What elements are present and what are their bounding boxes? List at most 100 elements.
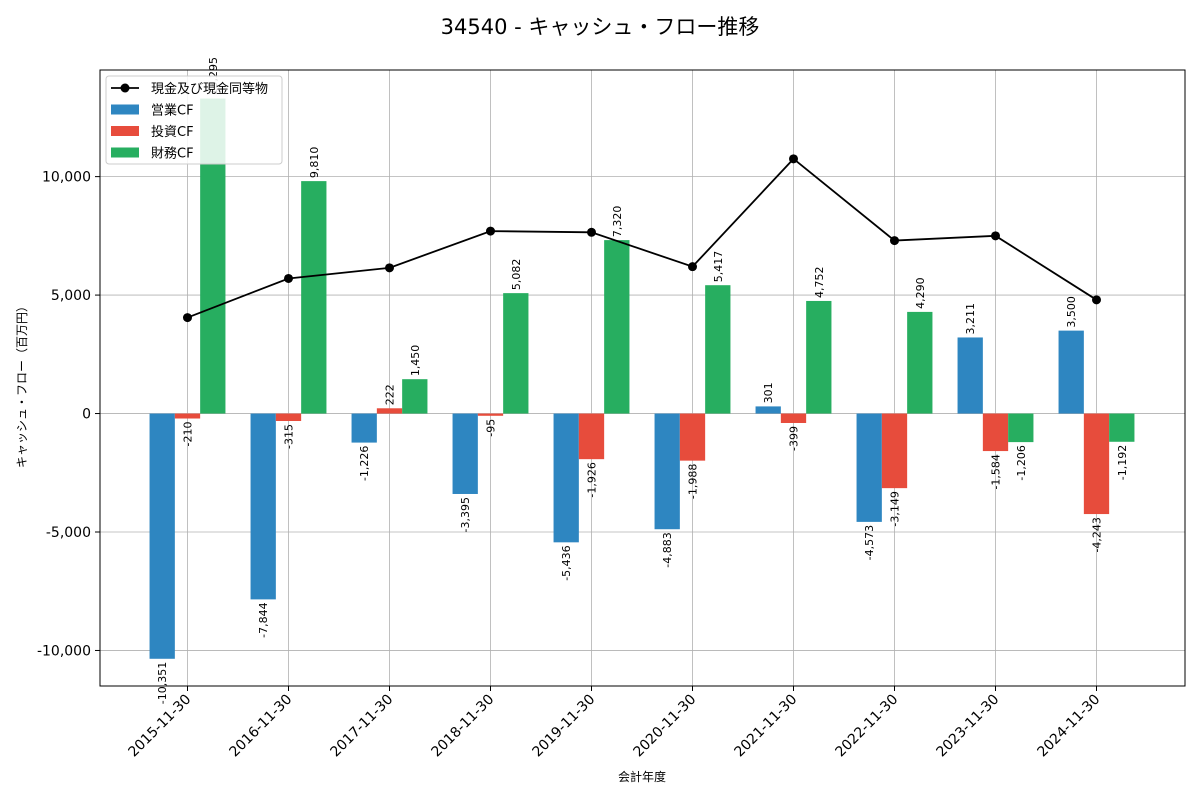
- bar-value-label: 9,810: [308, 147, 321, 179]
- cash-line-point: [789, 154, 798, 164]
- bar-value-label: 5,082: [510, 259, 523, 291]
- bar-営業CF: [149, 413, 175, 659]
- cash-line: [183, 154, 1101, 323]
- bar-投資CF: [881, 413, 908, 489]
- x-tick-label: 2019-11-30: [529, 692, 598, 761]
- bar-value-label: -3,149: [889, 491, 902, 526]
- bar-value-label: -1,926: [586, 462, 599, 497]
- bar-value-label: -315: [283, 424, 296, 449]
- x-tick-label: 2017-11-30: [327, 692, 396, 761]
- bar-投資CF: [376, 408, 403, 414]
- bars: [149, 98, 1135, 659]
- bar-value-label: -210: [182, 422, 195, 447]
- bar-営業CF: [1058, 330, 1084, 414]
- bar-value-label: 5,417: [712, 251, 725, 283]
- bar-value-label: 7,320: [611, 206, 624, 238]
- cash-line-point: [587, 227, 596, 237]
- bar-営業CF: [654, 413, 680, 530]
- bar-財務CF: [1109, 413, 1135, 442]
- y-axis-label: キャッシュ・フロー（百万円）: [15, 300, 29, 468]
- bar-財務CF: [907, 311, 933, 414]
- bar-value-label: -7,844: [257, 602, 270, 637]
- cash-line-point: [183, 313, 192, 323]
- legend-point-marker: [120, 83, 130, 93]
- bar-営業CF: [856, 413, 882, 522]
- x-axis-label: 会計年度: [618, 769, 666, 784]
- y-tick-label: 0: [82, 407, 91, 423]
- bar-財務CF: [806, 300, 832, 414]
- bar-財務CF: [604, 240, 630, 414]
- bar-財務CF: [705, 285, 731, 414]
- y-tick-label: 10,000: [42, 170, 91, 186]
- bar-value-label: 1,450: [409, 345, 422, 377]
- bar-投資CF: [679, 413, 706, 461]
- bar-営業CF: [755, 406, 781, 414]
- bar-value-label: -95: [485, 419, 498, 437]
- x-tick-label: 2018-11-30: [428, 692, 497, 761]
- x-tick-label: 2023-11-30: [933, 692, 1002, 761]
- legend-label: 現金及び現金同等物: [151, 81, 268, 97]
- cash-line-point: [1092, 295, 1101, 305]
- y-tick-label: 5,000: [51, 288, 91, 304]
- bar-value-label: -4,573: [863, 525, 876, 560]
- bar-value-label: -5,436: [560, 545, 573, 580]
- plot-frame: [99, 69, 1186, 687]
- legend-label: 営業CF: [151, 103, 194, 119]
- cash-line-point: [991, 231, 1000, 241]
- bar-value-label: 301: [762, 382, 775, 403]
- bar-value-label: -399: [788, 426, 801, 451]
- bar-value-label: 3,211: [964, 303, 977, 335]
- bar-value-label: -1,988: [687, 464, 700, 499]
- bar-財務CF: [503, 293, 529, 414]
- bar-投資CF: [477, 413, 504, 416]
- y-tick-label: -5,000: [46, 525, 91, 541]
- legend-swatch: [111, 104, 139, 115]
- cash-line-point: [284, 273, 293, 283]
- legend-swatch: [111, 147, 139, 158]
- bar-value-label: -1,584: [990, 454, 1003, 489]
- bar-営業CF: [957, 337, 983, 414]
- bar-value-label: 222: [384, 384, 397, 405]
- bar-value-label: -10,351: [156, 662, 169, 704]
- bar-value-label: -4,243: [1091, 517, 1104, 552]
- bar-営業CF: [452, 413, 478, 494]
- x-tick-label: 2024-11-30: [1034, 692, 1103, 761]
- bar-営業CF: [553, 413, 579, 543]
- y-axis-ticks: -10,000 -5,000 0 5,000 10,000: [37, 170, 100, 659]
- bar-投資CF: [174, 413, 201, 419]
- x-tick-label: 2021-11-30: [731, 692, 800, 761]
- bar-営業CF: [351, 413, 377, 443]
- cash-line-point: [890, 236, 899, 246]
- cash-line-point: [486, 226, 495, 236]
- bar-value-label: -1,192: [1116, 445, 1129, 480]
- bar-投資CF: [275, 413, 302, 422]
- bar-value-label: 4,752: [813, 266, 826, 298]
- bar-財務CF: [1008, 413, 1034, 443]
- cash-line-path: [187, 157, 1097, 319]
- chart-title: 34540 - キャッシュ・フロー推移: [441, 15, 760, 39]
- cash-line-point: [385, 263, 394, 273]
- x-tick-label: 2022-11-30: [832, 692, 901, 761]
- bar-value-label: -1,226: [358, 446, 371, 481]
- legend-label: 投資CF: [151, 124, 194, 140]
- x-tick-label: 2016-11-30: [226, 692, 295, 761]
- legend-box: [105, 75, 283, 165]
- cash-line-point: [688, 262, 697, 272]
- x-tick-label: 2020-11-30: [630, 692, 699, 761]
- bar-投資CF: [578, 413, 605, 460]
- bar-value-label: -3,395: [459, 497, 472, 532]
- bar-value-label: 4,290: [914, 277, 927, 309]
- bar-投資CF: [982, 413, 1009, 452]
- bar-財務CF: [402, 379, 428, 414]
- bar-財務CF: [301, 181, 327, 414]
- legend-label: 財務CF: [151, 147, 194, 162]
- bar-value-label: 3,500: [1065, 296, 1078, 328]
- bar-投資CF: [1083, 413, 1110, 515]
- bar-value-label: -4,883: [661, 532, 674, 567]
- bar-value-label: -1,206: [1015, 445, 1028, 480]
- x-axis-ticks: 2015-11-30 2016-11-30 2017-11-30 2018-11-30…: [125, 686, 1103, 760]
- legend-swatch: [111, 126, 139, 136]
- y-tick-label: -10,000: [37, 643, 91, 659]
